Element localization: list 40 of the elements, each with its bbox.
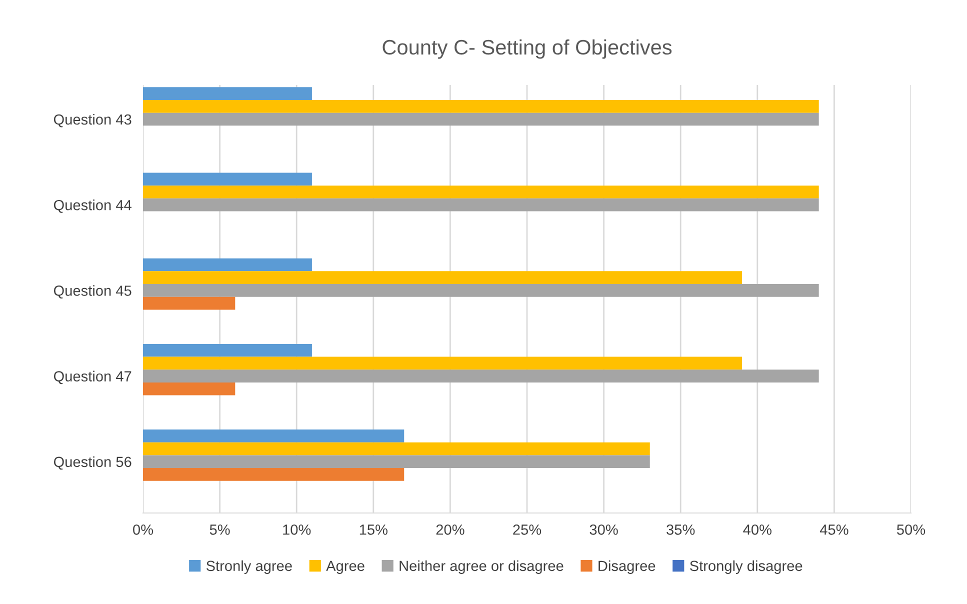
bar [143,344,312,357]
legend-label: Agree [326,560,364,574]
x-tick-label: 40% [743,524,772,535]
x-tick-label: 35% [666,524,695,535]
y-tick-label: Question 45 [54,285,132,298]
bar [143,271,742,284]
bar [143,455,650,468]
x-tick-label: 25% [513,524,542,535]
x-tick-label: 10% [283,524,311,535]
x-tick-label: 0% [133,524,154,535]
bar [143,468,404,481]
x-tick-label: 30% [590,524,618,535]
bar [143,112,819,126]
bar [143,356,742,370]
x-tick-label: 45% [820,524,848,535]
bar [143,370,819,382]
bar [143,258,312,272]
y-tick-label: Question 43 [54,114,132,128]
x-tick-label: 15% [360,524,388,535]
bar [143,172,312,186]
chart-title: County C- Setting of Objectives [382,39,672,59]
bar [143,186,819,198]
bar [143,296,236,310]
bar [143,382,236,396]
x-tick-label: 5% [210,524,230,535]
legend-label: Neither agree or disagree [400,560,564,574]
legend-label: Strongly disagree [690,560,802,574]
legend-label: Disagree [598,560,656,574]
y-tick-label: Question 44 [54,200,132,213]
bar [143,442,650,456]
y-tick-label: Question 47 [54,370,132,384]
bar [143,87,312,100]
bar [143,284,819,297]
legend-label: Stronly agree [206,560,292,574]
y-tick-label: Question 56 [54,456,132,470]
bar [143,430,404,442]
x-tick-label: 50% [896,524,926,535]
x-tick-label: 20% [436,524,464,535]
bar [143,100,819,113]
bar [143,198,819,212]
